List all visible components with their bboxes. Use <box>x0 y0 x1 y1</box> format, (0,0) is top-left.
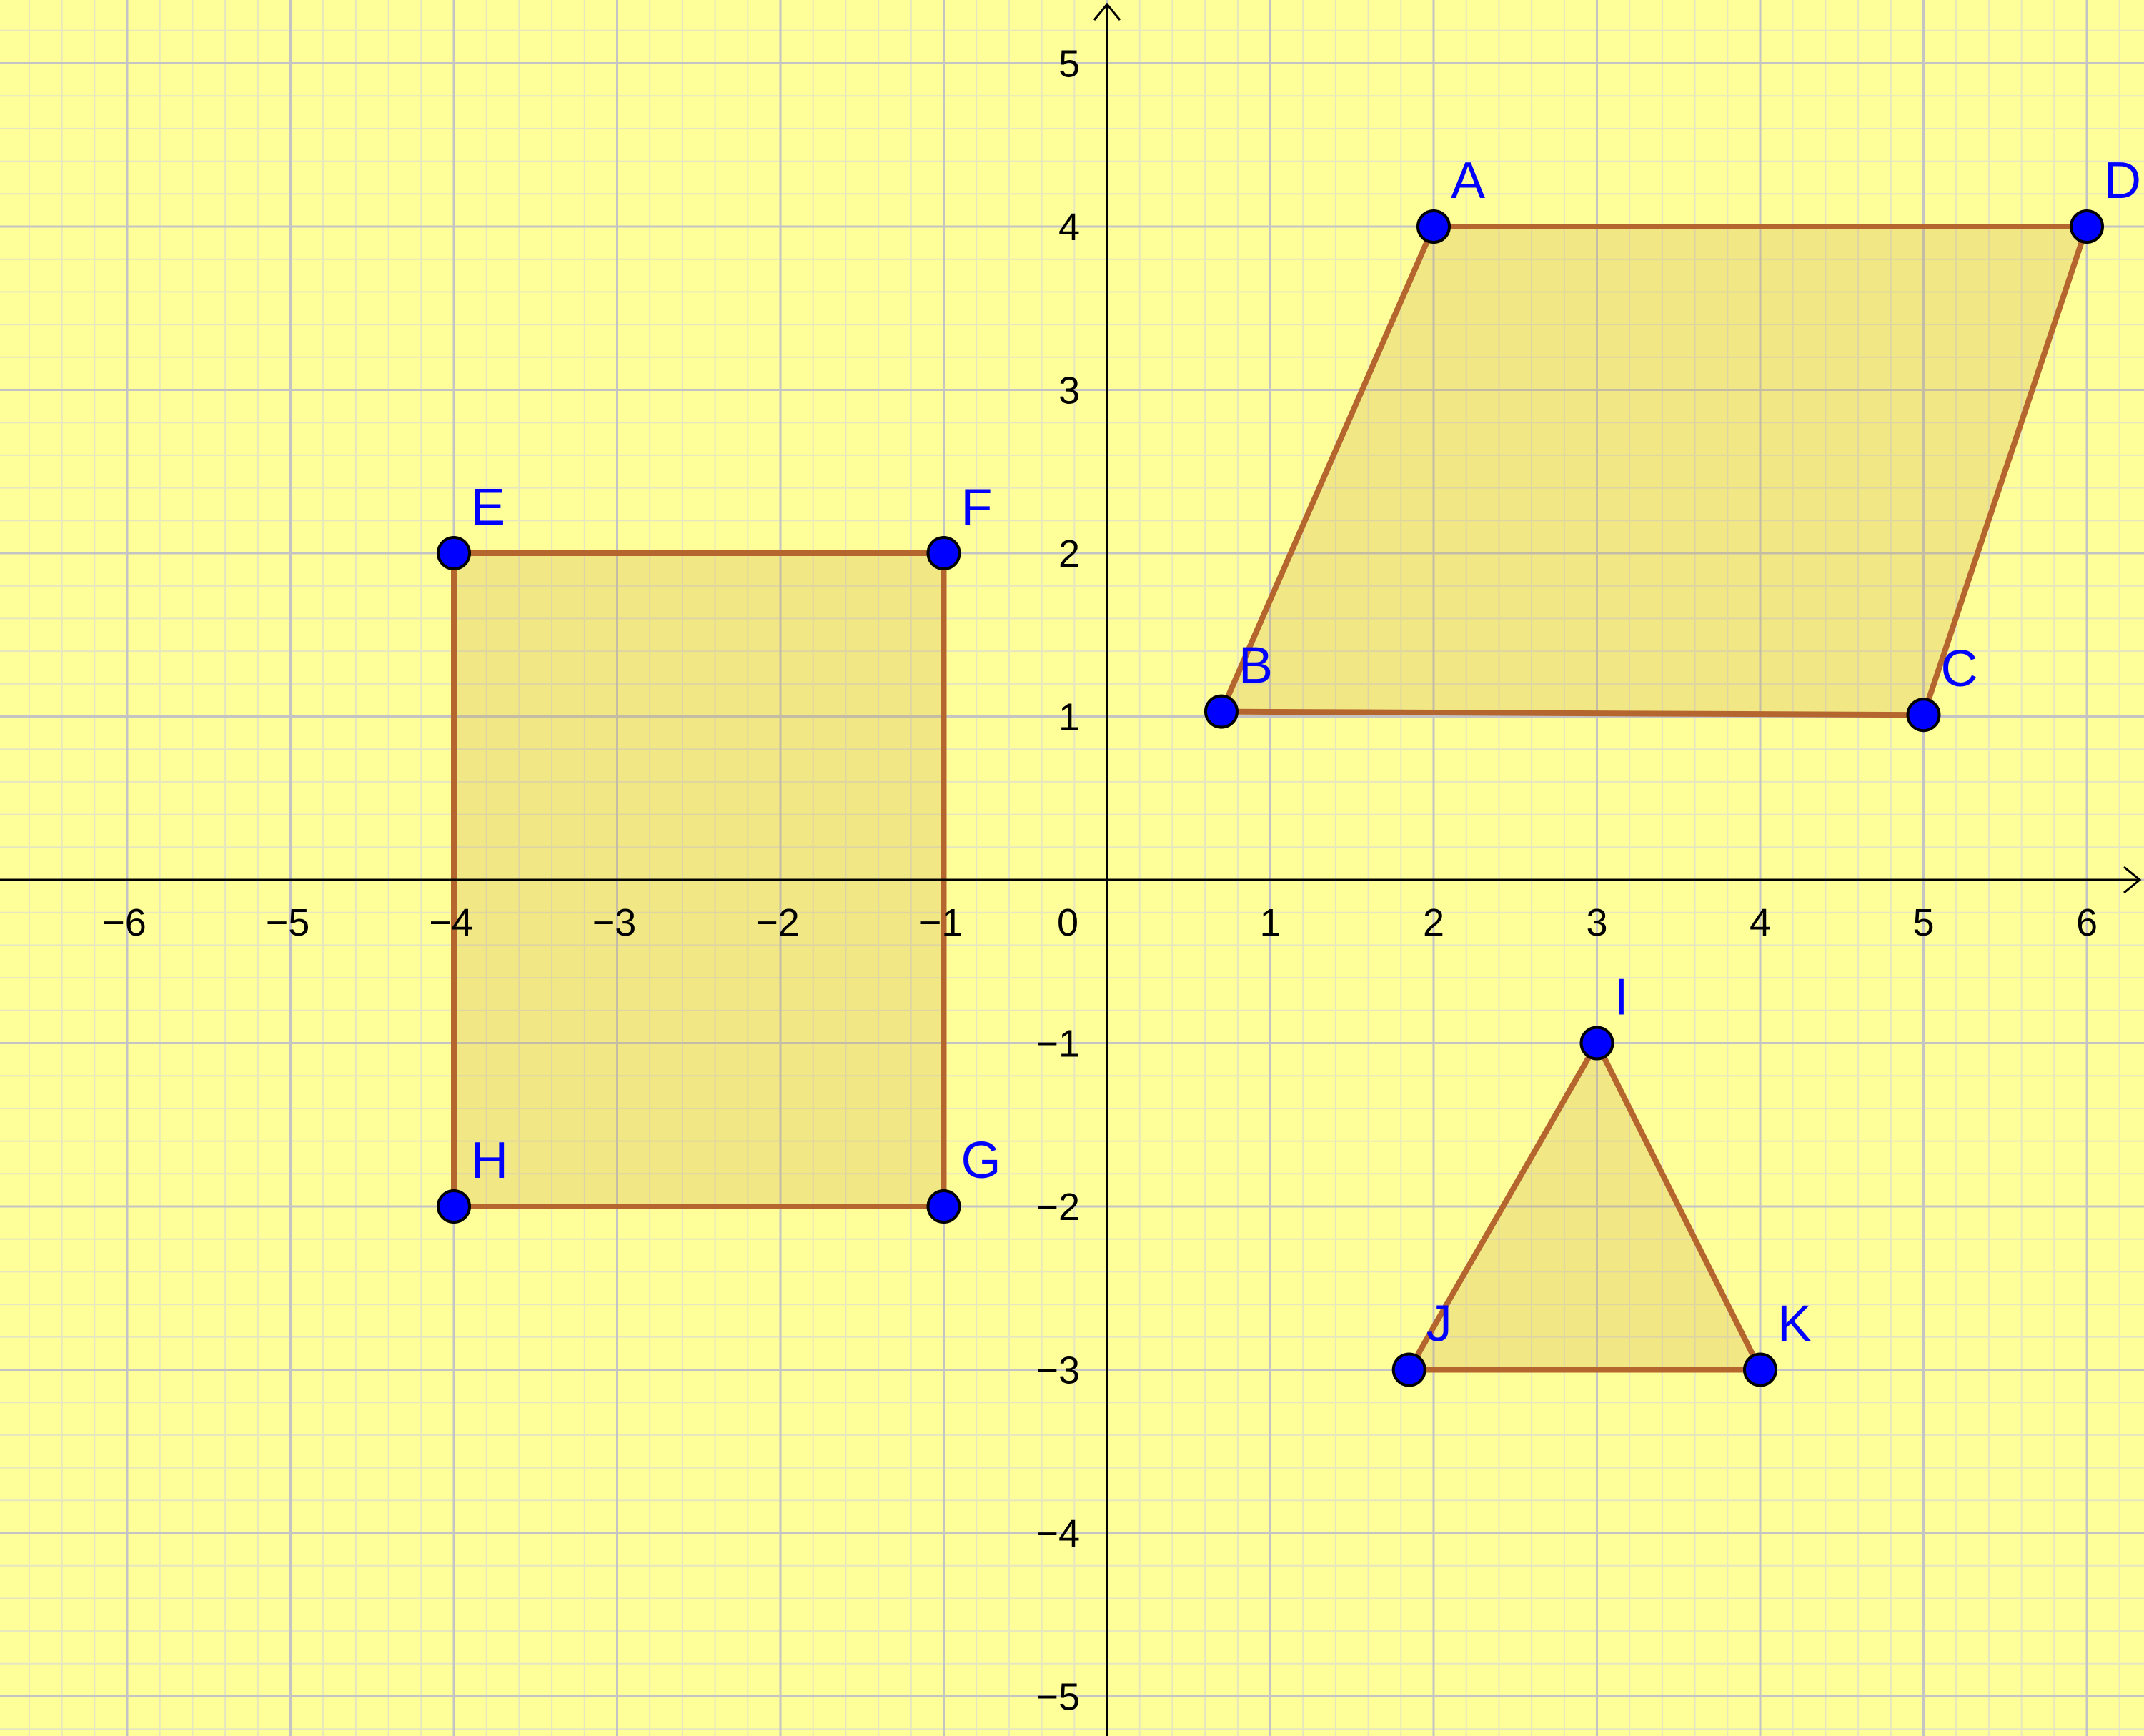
x-tick-label: 6 <box>2076 901 2098 944</box>
point-label-a: A <box>1451 152 1485 209</box>
point-k[interactable] <box>1743 1352 1777 1387</box>
x-tick-label: −3 <box>592 901 637 944</box>
x-tick-label: −6 <box>102 901 147 944</box>
x-tick-label: 2 <box>1423 901 1444 944</box>
x-tick-labels: −6 −5 −4 −3 −2 −1 1 2 3 4 5 6 <box>102 901 2098 944</box>
y-axis-arrow-icon <box>1093 2 1121 21</box>
x-tick-label: −5 <box>266 901 310 944</box>
y-tick-label: −1 <box>1036 1023 1080 1066</box>
y-tick-label: 2 <box>1058 532 1080 575</box>
y-tick-label: 4 <box>1058 206 1080 249</box>
x-tick-label: 4 <box>1750 901 1771 944</box>
point-i[interactable] <box>1579 1026 1614 1061</box>
y-tick-label: 5 <box>1058 43 1080 86</box>
points-layer: A B C D E F G H I J K <box>437 152 2141 1387</box>
point-b[interactable] <box>1203 694 1239 729</box>
point-label-g: G <box>961 1132 1001 1189</box>
y-tick-labels: 5 4 3 2 1 −1 −2 −3 −4 −5 <box>1036 43 1080 1719</box>
x-tick-label: 1 <box>1259 901 1281 944</box>
y-tick-label: 1 <box>1058 696 1080 739</box>
point-j[interactable] <box>1391 1352 1426 1387</box>
point-label-i: I <box>1614 969 1629 1026</box>
y-tick-label: −2 <box>1036 1186 1080 1229</box>
point-label-b: B <box>1239 638 1273 695</box>
point-c[interactable] <box>1906 698 1941 733</box>
point-label-f: F <box>961 479 993 536</box>
point-label-j: J <box>1426 1296 1452 1353</box>
point-label-c: C <box>1941 640 1978 698</box>
point-label-d: D <box>2104 152 2141 209</box>
origin-label: 0 <box>1057 901 1078 944</box>
point-h[interactable] <box>437 1189 471 1224</box>
x-tick-label: −4 <box>429 901 473 944</box>
x-axis-arrow-icon <box>2123 865 2142 894</box>
point-g[interactable] <box>926 1189 961 1224</box>
x-tick-label: −1 <box>919 901 963 944</box>
y-tick-label: −3 <box>1036 1349 1080 1392</box>
point-f[interactable] <box>926 536 961 570</box>
y-tick-label: −4 <box>1036 1512 1080 1555</box>
point-label-e: E <box>471 479 505 536</box>
point-d[interactable] <box>2070 209 2104 244</box>
point-label-h: H <box>471 1132 508 1189</box>
point-a[interactable] <box>1416 209 1451 244</box>
point-e[interactable] <box>437 536 471 570</box>
x-tick-label: 5 <box>1912 901 1934 944</box>
x-tick-label: −2 <box>755 901 800 944</box>
point-label-k: K <box>1777 1296 1812 1353</box>
y-tick-label: 3 <box>1058 369 1080 412</box>
polygon-ijk[interactable] <box>1406 1040 1763 1373</box>
y-tick-label: −5 <box>1036 1676 1080 1719</box>
x-tick-label: 3 <box>1586 901 1607 944</box>
